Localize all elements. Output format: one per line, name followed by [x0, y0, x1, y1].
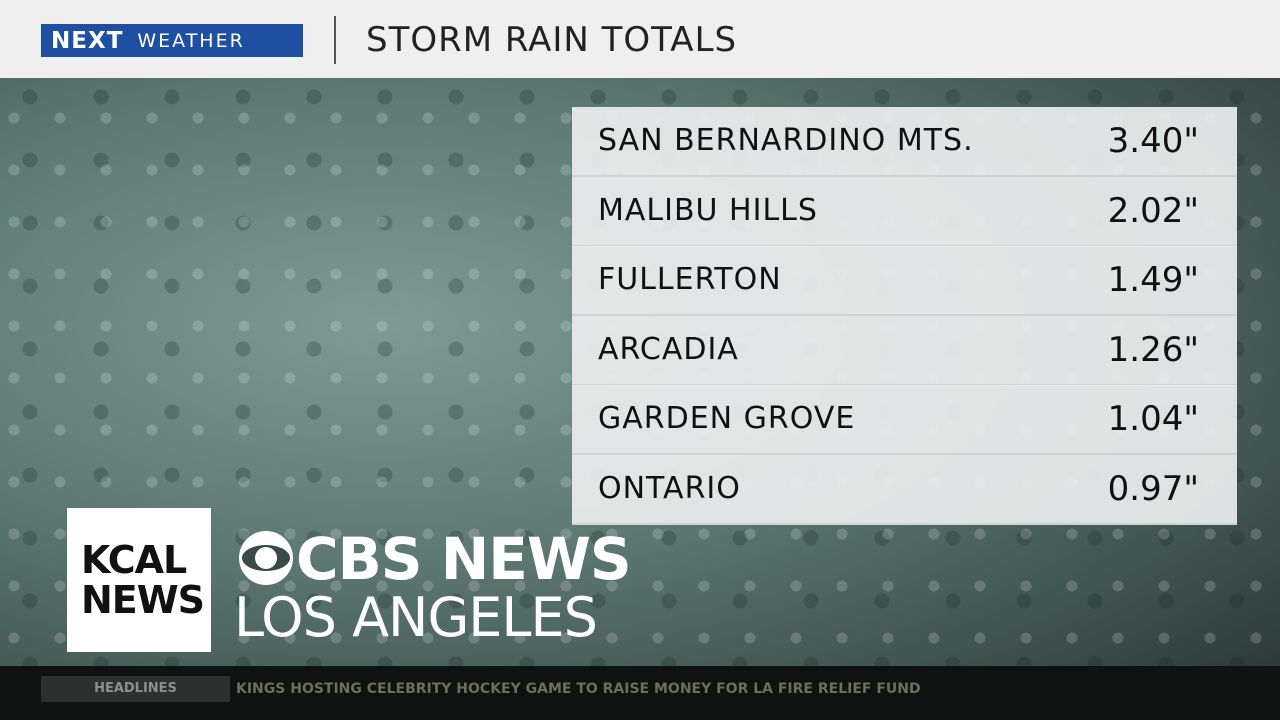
location: MALIBU HILLS — [598, 192, 818, 228]
kcal-logo: KCAL NEWS — [67, 508, 211, 652]
table-row: FULLERTON 1.49" — [572, 246, 1237, 316]
rain-total: 3.40" — [1107, 121, 1199, 161]
location: ONTARIO — [598, 470, 741, 506]
rain-total: 0.97" — [1107, 468, 1199, 509]
top-bar: NEXT WEATHER STORM RAIN TOTALS — [0, 0, 1280, 78]
ticker-label: HEADLINES — [41, 676, 230, 702]
rain-total: 1.26" — [1107, 329, 1199, 370]
brand-next: NEXT — [51, 27, 124, 54]
brand: NEXT WEATHER — [41, 24, 303, 57]
kcal-text: KCAL — [81, 538, 187, 582]
rain-total: 1.49" — [1107, 260, 1199, 300]
brand-weather: WEATHER — [137, 29, 245, 52]
ticker-text: KINGS HOSTING CELEBRITY HOCKEY GAME TO R… — [236, 681, 921, 697]
location: GARDEN GROVE — [598, 401, 856, 436]
location: ARCADIA — [598, 331, 739, 367]
rain-total: 1.04" — [1107, 399, 1199, 439]
table-row: GARDEN GROVE 1.04" — [572, 385, 1237, 455]
city-name: LOS ANGELES — [234, 586, 598, 649]
network-name: CBS NEWS — [296, 525, 632, 593]
location: SAN BERNARDINO MTS. — [598, 123, 974, 158]
location: FULLERTON — [598, 262, 782, 297]
table-row: ARCADIA 1.26" — [572, 315, 1237, 386]
table-row: SAN BERNARDINO MTS. 3.40" — [572, 107, 1237, 177]
kcal-news-text: NEWS — [81, 578, 205, 622]
divider — [334, 16, 336, 64]
table-row: ONTARIO 0.97" — [572, 454, 1237, 525]
table-row: MALIBU HILLS 2.02" — [572, 176, 1237, 247]
rain-total: 2.02" — [1107, 190, 1199, 231]
rain-table: SAN BERNARDINO MTS. 3.40" MALIBU HILLS 2.02… — [572, 107, 1237, 525]
title: STORM RAIN TOTALS — [366, 20, 738, 60]
cbs-eye — [239, 531, 293, 585]
